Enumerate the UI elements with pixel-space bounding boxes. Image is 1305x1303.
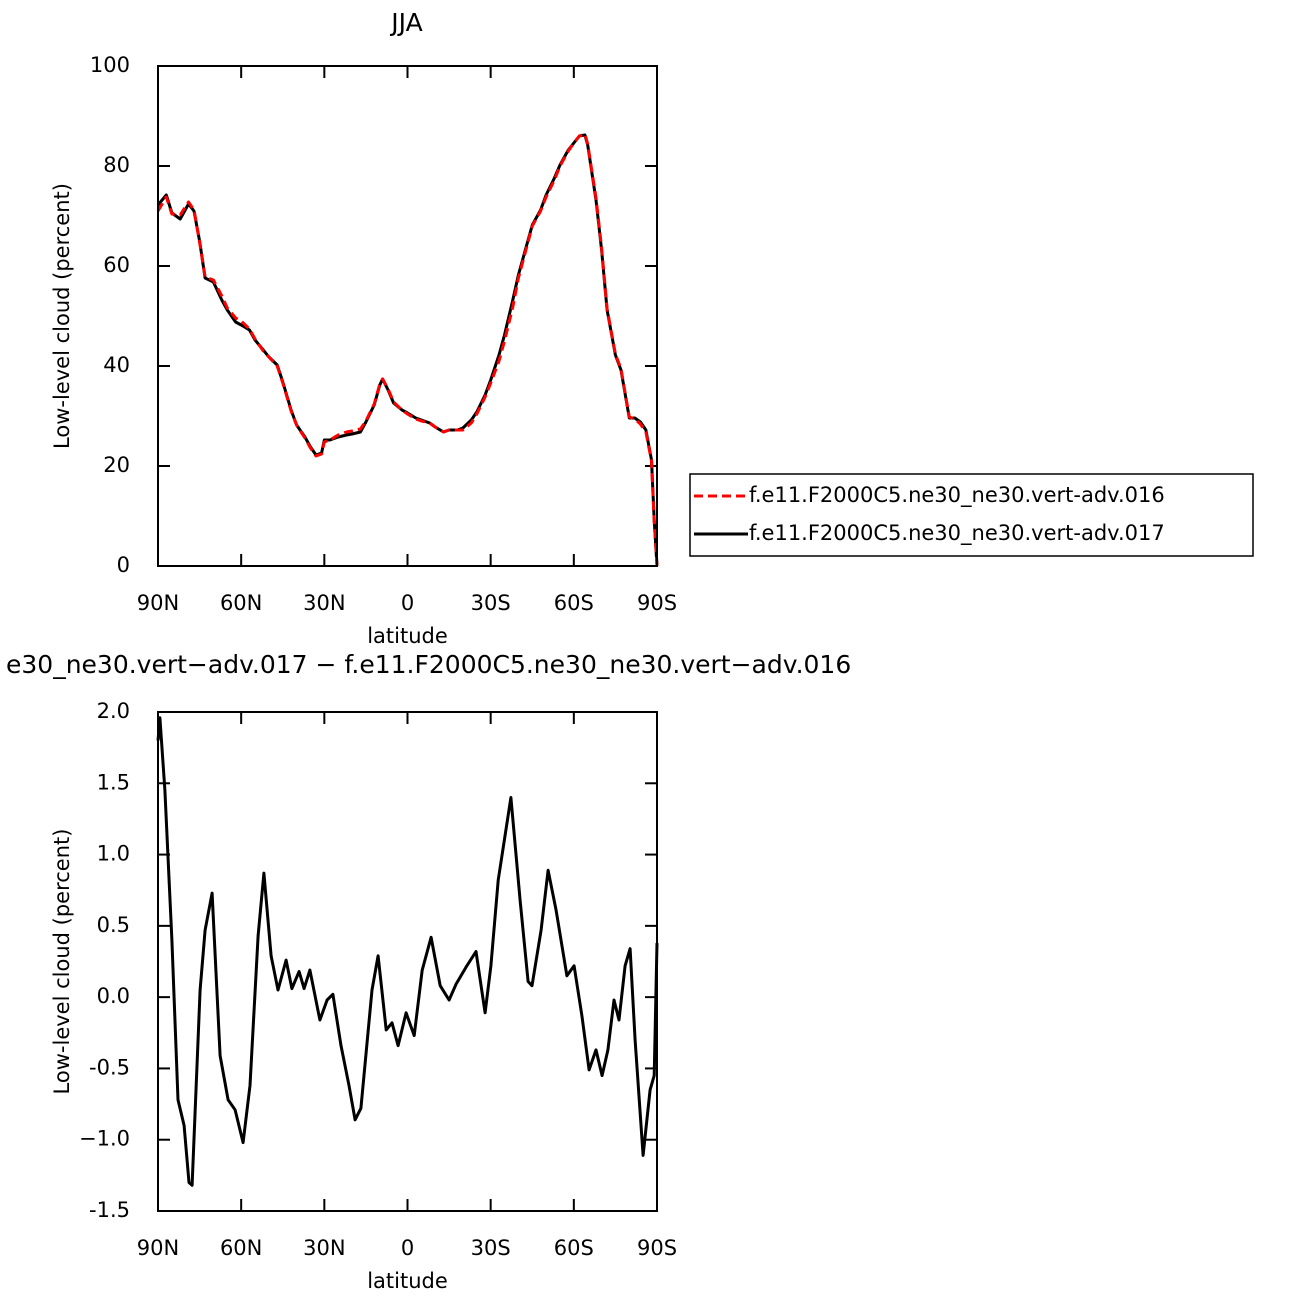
data-line [156, 716, 659, 1187]
x-tick-label: 0 [401, 591, 414, 615]
x-tick-label: 30N [303, 591, 345, 615]
x-tick-label: 0 [401, 1236, 414, 1260]
x-tick-label: 60N [220, 591, 262, 615]
x-axis-label: latitude [367, 1269, 448, 1293]
x-tick-label: 90S [637, 1236, 677, 1260]
y-tick-label: 0 [117, 553, 130, 577]
legend-box [689, 473, 1254, 557]
x-tick-label: 60N [220, 1236, 262, 1260]
y-tick-label: 100 [90, 53, 130, 77]
legend: f.e11.F2000C5.ne30_ne30.vert-adv.016 f.e1… [689, 473, 1254, 557]
y-tick-label: 1.0 [97, 842, 130, 866]
y-axis-label: Low-level cloud (percent) [50, 829, 74, 1095]
plot-frame [157, 65, 658, 567]
legend-label: f.e11.F2000C5.ne30_ne30.vert-adv.017 [749, 521, 1165, 546]
y-tick-label: 1.5 [97, 770, 130, 794]
data-line [156, 132, 659, 567]
y-tick-label: -1.5 [89, 1198, 130, 1222]
x-tick-label: 90N [137, 1236, 179, 1260]
legend-label: f.e11.F2000C5.ne30_ne30.vert-adv.016 [749, 483, 1165, 508]
y-tick-label: 80 [103, 153, 130, 177]
chart-title: JJA [389, 8, 422, 37]
data-line [156, 133, 659, 567]
y-tick-label: 60 [103, 253, 130, 277]
y-tick-label: 20 [103, 453, 130, 477]
y-tick-label: 0.0 [97, 984, 130, 1008]
x-tick-label: 60S [554, 591, 594, 615]
x-tick-label: 60S [554, 1236, 594, 1260]
y-axis-label: Low-level cloud (percent) [50, 183, 74, 449]
y-tick-label: 0.5 [97, 913, 130, 937]
y-tick-label: 40 [103, 353, 130, 377]
x-tick-label: 90S [637, 591, 677, 615]
y-tick-label: −1.0 [79, 1127, 130, 1151]
x-tick-label: 30N [303, 1236, 345, 1260]
plot-frame [157, 711, 658, 1212]
x-tick-label: 30S [471, 591, 511, 615]
x-tick-label: 90N [137, 591, 179, 615]
chart-title: e30_ne30.vert−adv.017 − f.e11.F2000C5.ne… [6, 650, 851, 679]
y-tick-label: -0.5 [89, 1055, 130, 1079]
y-tick-label: 2.0 [97, 699, 130, 723]
x-axis-label: latitude [367, 624, 448, 648]
x-tick-label: 30S [471, 1236, 511, 1260]
